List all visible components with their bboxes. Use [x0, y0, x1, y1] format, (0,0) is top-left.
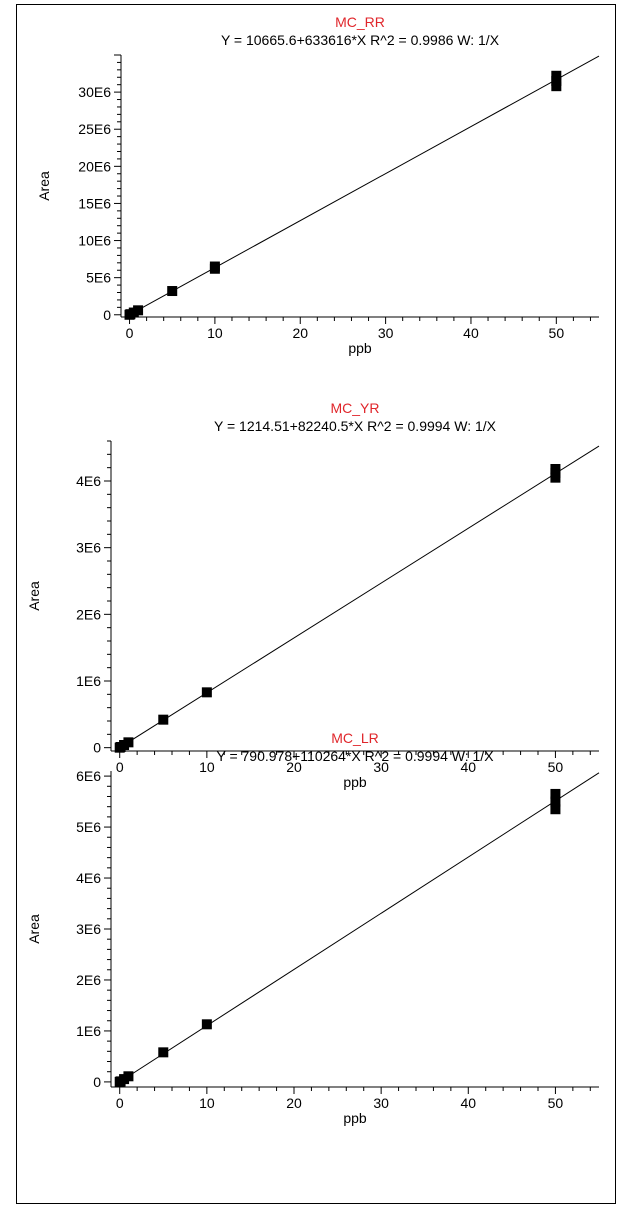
fit-line: [119, 772, 600, 1083]
x-tick-label: 50: [548, 1095, 564, 1111]
y-tick-label: 0: [103, 307, 111, 323]
data-point: [123, 737, 134, 748]
y-tick-label: 10E6: [78, 233, 111, 249]
x-axis-label: ppb: [343, 774, 367, 790]
x-tick-label: 10: [199, 759, 215, 775]
x-tick-label: 20: [292, 325, 308, 341]
x-tick-label: 10: [207, 325, 223, 341]
x-tick-label: 20: [286, 1095, 302, 1111]
x-tick-label: 0: [116, 759, 124, 775]
data-point: [550, 796, 561, 807]
x-tick-label: 0: [126, 325, 134, 341]
y-tick-label: 25E6: [78, 121, 111, 137]
data-point: [550, 788, 561, 799]
y-axis-label: Area: [26, 914, 42, 944]
data-point: [551, 70, 562, 81]
x-tick-label: 40: [460, 759, 476, 775]
data-point: [201, 1019, 212, 1030]
fit-line: [129, 55, 600, 316]
y-tick-label: 5E6: [76, 819, 101, 835]
y-tick-label: 0: [93, 740, 101, 756]
data-point: [209, 261, 220, 272]
y-tick-label: 5E6: [86, 270, 111, 286]
y-tick-label: 20E6: [78, 158, 111, 174]
x-tick-label: 40: [460, 1095, 476, 1111]
chart-panel-2: MC_LR Y = 790.978+110264*X R^2 = 0.9994 W…: [26, 730, 600, 1126]
y-tick-label: 3E6: [76, 921, 101, 937]
data-point: [550, 804, 561, 815]
x-tick-label: 0: [116, 1095, 124, 1111]
y-tick-label: 2E6: [76, 972, 101, 988]
chart-equation: Y = 790.978+110264*X R^2 = 0.9994 W: 1/X: [216, 748, 494, 764]
chart-title: MC_YR: [330, 400, 379, 416]
data-point: [551, 75, 562, 86]
x-tick-label: 30: [378, 325, 394, 341]
data-point: [551, 81, 562, 92]
data-point: [167, 286, 178, 297]
data-point: [123, 1071, 134, 1082]
x-axis-label: ppb: [343, 1110, 367, 1126]
x-tick-label: 40: [463, 325, 479, 341]
x-tick-label: 10: [199, 1095, 215, 1111]
y-tick-label: 4E6: [76, 473, 101, 489]
y-tick-label: 3E6: [76, 540, 101, 556]
x-tick-label: 20: [286, 759, 302, 775]
x-tick-label: 50: [548, 759, 564, 775]
y-tick-label: 1E6: [76, 1023, 101, 1039]
fit-line: [119, 445, 600, 749]
y-tick-label: 0: [93, 1074, 101, 1090]
data-point: [201, 687, 212, 698]
x-axis-label: ppb: [348, 340, 372, 356]
y-tick-label: 15E6: [78, 195, 111, 211]
y-tick-label: 1E6: [76, 673, 101, 689]
x-tick-label: 30: [373, 1095, 389, 1111]
chart-equation: Y = 1214.51+82240.5*X R^2 = 0.9994 W: 1/…: [214, 418, 497, 434]
x-tick-label: 50: [549, 325, 565, 341]
y-tick-label: 4E6: [76, 870, 101, 886]
data-point: [158, 1047, 169, 1058]
y-axis-label: Area: [26, 581, 42, 611]
y-axis-label: Area: [36, 171, 52, 201]
calibration-curves: MC_RR Y = 10665.6+633616*X R^2 = 0.9986 W…: [26, 14, 600, 1126]
x-tick-label: 30: [373, 759, 389, 775]
chart-equation: Y = 10665.6+633616*X R^2 = 0.9986 W: 1/X: [221, 32, 500, 48]
chart-title: MC_LR: [331, 730, 378, 746]
y-tick-label: 30E6: [78, 84, 111, 100]
y-tick-label: 2E6: [76, 606, 101, 622]
chart-title: MC_RR: [335, 14, 385, 30]
chart-panel-1: MC_YR Y = 1214.51+82240.5*X R^2 = 0.9994 …: [26, 400, 600, 790]
chart-panel-0: MC_RR Y = 10665.6+633616*X R^2 = 0.9986 W…: [36, 14, 600, 356]
data-point: [133, 305, 144, 316]
data-point: [158, 714, 169, 725]
figure-frame: MC_RR Y = 10665.6+633616*X R^2 = 0.9986 W…: [16, 4, 616, 1204]
y-tick-label: 6E6: [76, 768, 101, 784]
data-point: [550, 464, 561, 474]
